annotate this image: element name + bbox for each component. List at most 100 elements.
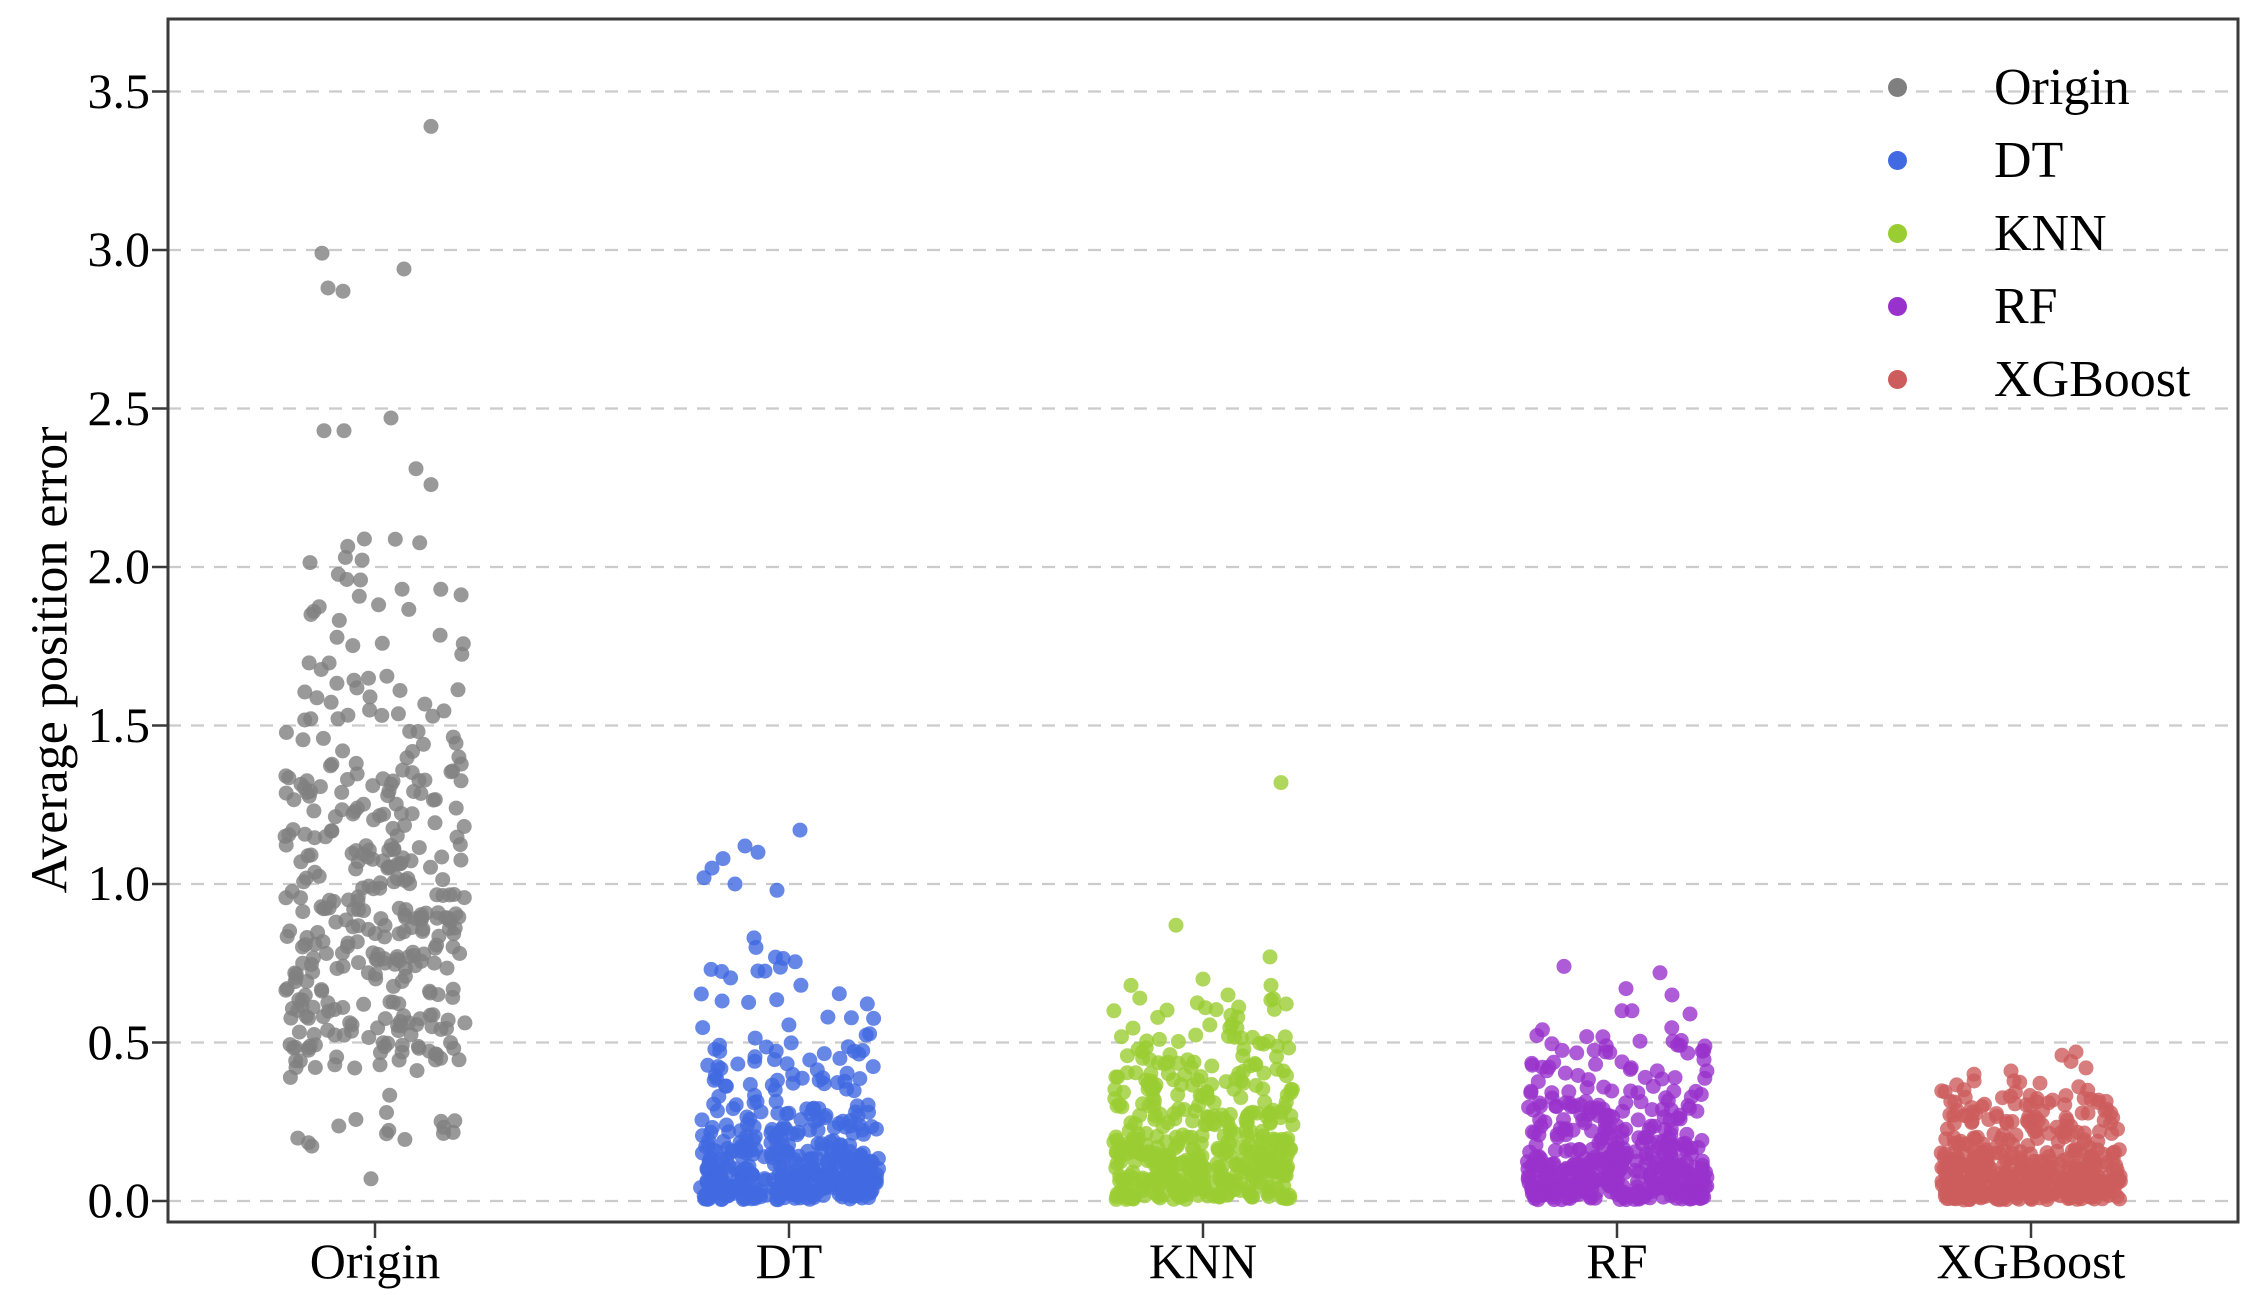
data-point: [721, 1124, 737, 1140]
y-tick-label: 1.0: [87, 855, 151, 911]
data-point: [1597, 1123, 1613, 1138]
data-point: [2041, 1095, 2056, 1111]
data-point: [351, 588, 367, 604]
data-point: [835, 1113, 851, 1129]
data-point: [1685, 1173, 1701, 1189]
data-point: [2096, 1146, 2112, 1162]
data-point: [427, 815, 443, 831]
data-point: [2004, 1145, 2020, 1161]
data-point: [2031, 1177, 2047, 1193]
data-point: [1222, 1124, 1238, 1140]
data-point: [1233, 1073, 1249, 1089]
data-point: [335, 1000, 351, 1015]
data-point: [1137, 1146, 1153, 1162]
data-point: [725, 1101, 741, 1117]
data-point: [1571, 1142, 1587, 1158]
data-point: [425, 792, 441, 808]
data-point: [783, 1035, 799, 1051]
data-point: [2029, 1131, 2045, 1146]
data-point: [2032, 1075, 2048, 1091]
x-tick-label-dt: DT: [755, 1233, 823, 1289]
data-point: [425, 708, 441, 724]
data-point: [794, 1070, 810, 1086]
data-point: [1655, 1101, 1670, 1117]
data-point: [1530, 1074, 1546, 1090]
data-point: [2076, 1125, 2092, 1141]
data-point: [805, 1187, 821, 1203]
data-point: [2010, 1167, 2026, 1183]
data-point: [830, 1075, 845, 1091]
data-point: [778, 1121, 793, 1137]
data-point: [721, 1158, 737, 1174]
data-point: [1639, 1150, 1655, 1166]
data-point: [835, 1181, 851, 1197]
data-point: [455, 636, 471, 652]
data-point: [1268, 1132, 1284, 1148]
data-point: [1972, 1189, 1988, 1205]
data-point: [2098, 1093, 2114, 1109]
data-point: [392, 856, 408, 872]
data-point: [416, 946, 432, 962]
data-point: [781, 1105, 797, 1121]
data-point: [457, 1015, 473, 1031]
data-point: [1995, 1090, 2010, 1106]
data-point: [353, 572, 368, 588]
data-point: [1618, 981, 1634, 997]
data-point: [1652, 965, 1668, 981]
legend-label: Origin: [1994, 58, 2130, 116]
data-point: [1190, 1188, 1206, 1203]
data-point: [401, 601, 417, 617]
data-point: [433, 581, 449, 597]
data-point: [411, 773, 427, 788]
data-point: [1269, 1038, 1285, 1054]
data-point: [423, 118, 439, 134]
data-point: [859, 1161, 875, 1177]
data-point: [365, 945, 381, 961]
data-point: [1202, 1017, 1218, 1033]
data-point: [1281, 1040, 1297, 1056]
data-point: [2034, 1117, 2050, 1133]
data-point: [374, 635, 390, 651]
data-point: [347, 1060, 363, 1076]
tick-marks: [152, 90, 2033, 1238]
data-point: [445, 939, 461, 955]
data-point: [1247, 1056, 1263, 1071]
data-point: [1937, 1146, 1953, 1162]
data-point: [415, 736, 431, 752]
data-point: [741, 994, 757, 1010]
data-point: [351, 955, 366, 971]
data-point: [415, 921, 431, 937]
data-point: [1934, 1083, 1950, 1099]
data-point: [774, 1169, 790, 1185]
legend-item-xgboost: XGBoost: [1888, 343, 2190, 416]
data-point: [365, 778, 381, 794]
legend-item-dt: DT: [1888, 124, 2190, 197]
data-point: [799, 1162, 815, 1178]
data-point: [306, 803, 322, 819]
data-point: [1263, 1153, 1279, 1169]
data-point: [2112, 1191, 2127, 1207]
data-point: [757, 1171, 773, 1187]
data-point: [305, 950, 321, 966]
data-point: [1628, 1188, 1644, 1204]
data-point: [2092, 1124, 2107, 1139]
data-point: [1554, 1042, 1570, 1058]
data-point: [1150, 1009, 1166, 1025]
data-point: [432, 627, 448, 643]
data-point: [1683, 1146, 1699, 1162]
data-point: [376, 806, 392, 822]
data-point: [1614, 1054, 1630, 1070]
data-point: [769, 882, 785, 898]
data-point: [700, 1160, 716, 1176]
data-point: [769, 1072, 785, 1088]
data-point: [1228, 1157, 1244, 1173]
data-point: [852, 1183, 868, 1199]
data-point: [385, 820, 401, 836]
data-point: [1109, 1155, 1125, 1171]
data-point: [781, 1017, 797, 1033]
data-point: [769, 992, 785, 1008]
data-point: [453, 756, 469, 772]
data-point: [401, 1015, 417, 1031]
data-point: [1633, 1094, 1649, 1110]
